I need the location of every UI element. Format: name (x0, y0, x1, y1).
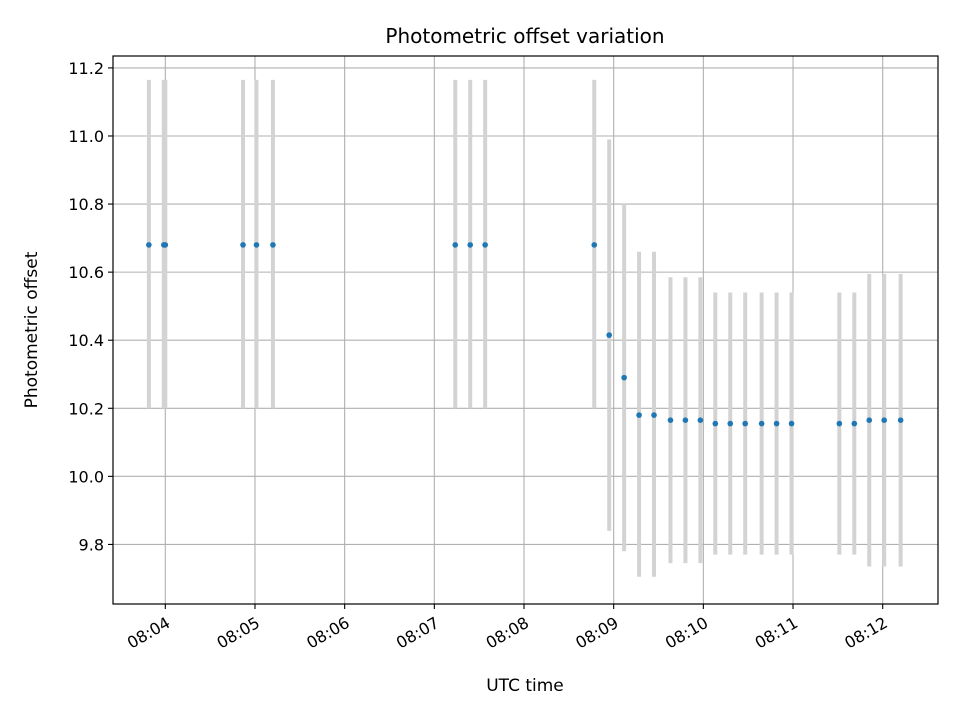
data-point (742, 420, 749, 427)
plot-frame (112, 55, 939, 605)
y-tick-label: 10.0 (68, 467, 104, 486)
x-axis-label: UTC time (486, 676, 564, 696)
y-tick-label: 9.8 (79, 535, 104, 554)
data-point (851, 420, 858, 427)
y-axis-label: Photometric offset (22, 251, 42, 408)
data-point (591, 242, 598, 248)
data-point (788, 420, 795, 427)
data-point (712, 420, 719, 427)
chart-title: Photometric offset variation (385, 24, 664, 48)
data-point (881, 417, 887, 423)
y-tick-label: 11.0 (68, 127, 104, 146)
data-point (162, 242, 169, 248)
data-point (606, 332, 612, 338)
data-points (146, 242, 904, 427)
data-point (697, 417, 704, 423)
data-point (270, 242, 276, 248)
data-point (667, 417, 674, 423)
data-point (836, 420, 843, 427)
data-point (758, 420, 765, 427)
data-point (482, 242, 488, 248)
y-tick-label: 10.4 (68, 331, 104, 350)
data-point (621, 374, 627, 381)
data-point (240, 242, 246, 248)
data-point (253, 242, 260, 248)
data-point (467, 242, 474, 248)
data-point (866, 417, 873, 423)
y-tick-label: 11.2 (68, 59, 104, 78)
data-point (727, 420, 734, 427)
data-point (651, 412, 657, 418)
data-point (682, 417, 689, 423)
data-point (897, 417, 904, 423)
data-point (636, 412, 642, 418)
data-point (773, 420, 780, 427)
y-tick-label: 10.8 (68, 195, 104, 214)
y-tick-label: 10.6 (68, 263, 104, 282)
y-tick-label: 10.2 (68, 399, 104, 418)
data-point (146, 242, 152, 248)
grid-lines (113, 56, 938, 604)
data-point (452, 242, 459, 248)
y-axis-ticks: 9.8 10.0 10.2 10.4 10.6 10.8 11.0 11.2 (68, 59, 113, 554)
